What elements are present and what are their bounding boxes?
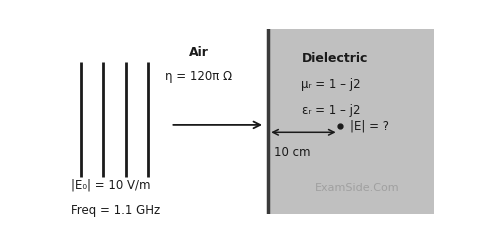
Text: Air: Air xyxy=(188,46,208,59)
Text: Dielectric: Dielectric xyxy=(302,52,368,65)
Text: η = 120π Ω: η = 120π Ω xyxy=(165,70,232,83)
Text: Freq = 1.1 GHz: Freq = 1.1 GHz xyxy=(71,204,161,217)
Text: ExamSide.Com: ExamSide.Com xyxy=(315,183,400,193)
Text: μᵣ = 1 – j2: μᵣ = 1 – j2 xyxy=(301,78,361,91)
Bar xyxy=(268,29,434,214)
Text: εᵣ = 1 – j2: εᵣ = 1 – j2 xyxy=(302,104,361,117)
Text: |E| = ?: |E| = ? xyxy=(350,119,389,132)
Text: |E₀| = 10 V/m: |E₀| = 10 V/m xyxy=(71,179,151,192)
Text: 10 cm: 10 cm xyxy=(274,146,310,159)
